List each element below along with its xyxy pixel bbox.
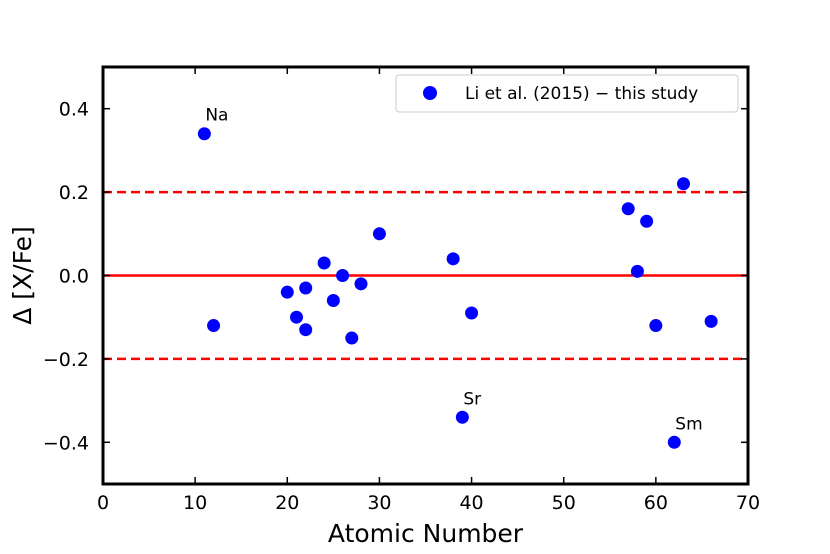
legend-box [395, 74, 739, 113]
x-tick-label: 60 [644, 492, 668, 514]
data-point [446, 252, 460, 266]
data-point [197, 127, 211, 141]
y-axis-label: Δ [X/Fe] [8, 226, 37, 325]
data-point [667, 435, 681, 449]
data-point [299, 323, 313, 337]
x-tick-label: 10 [183, 492, 207, 514]
x-tick-label: 0 [97, 492, 109, 514]
data-point [207, 319, 221, 333]
x-tick-label: 70 [736, 492, 760, 514]
data-point [326, 294, 340, 308]
legend: Li et al. (2015) − this study [395, 74, 739, 113]
data-point [630, 264, 644, 278]
point-annotation: Sr [463, 389, 481, 409]
x-axis-ticks: 0 10 20 30 40 50 60 70 [97, 67, 760, 514]
data-point [621, 202, 635, 216]
data-point [317, 256, 331, 270]
x-tick-label: 20 [275, 492, 299, 514]
y-tick-label: 0.4 [59, 99, 89, 121]
data-point [372, 227, 386, 241]
x-axis-label: Atomic Number [328, 519, 524, 548]
x-tick-label: 50 [552, 492, 576, 514]
y-tick-label: 0.0 [59, 266, 89, 288]
data-point [677, 177, 690, 191]
data-points [197, 127, 718, 449]
data-point [345, 331, 359, 345]
y-tick-label: 0.2 [59, 182, 89, 204]
data-point [465, 306, 479, 320]
point-annotation: Sm [675, 414, 702, 434]
data-point [455, 410, 469, 424]
data-point [336, 269, 350, 282]
point-annotation: Na [205, 106, 228, 126]
x-tick-label: 30 [367, 492, 391, 514]
data-point [649, 319, 663, 333]
legend-label: Li et al. (2015) − this study [465, 84, 698, 104]
point-annotations: Na Sr Sm [205, 106, 702, 435]
x-tick-label: 40 [459, 492, 483, 514]
data-point [290, 310, 303, 324]
legend-marker [423, 86, 437, 100]
data-point [354, 277, 368, 291]
y-tick-label: −0.4 [43, 432, 89, 454]
y-axis-ticks: 0.4 0.2 0.0 −0.2 −0.4 [43, 99, 748, 454]
data-point [704, 314, 718, 328]
data-point [299, 281, 313, 295]
data-point [280, 285, 294, 299]
y-tick-label: −0.2 [43, 349, 89, 371]
data-point [640, 214, 654, 228]
